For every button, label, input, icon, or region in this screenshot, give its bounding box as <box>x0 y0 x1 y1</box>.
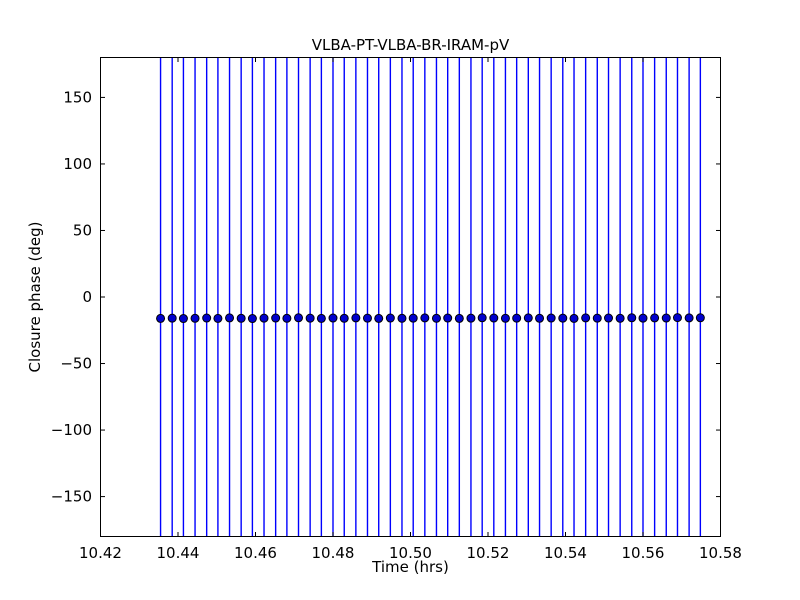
x-tick-label: 10.56 <box>622 544 665 562</box>
data-point <box>328 313 338 323</box>
data-point <box>615 313 625 323</box>
data-point <box>672 313 682 323</box>
data-point <box>535 313 545 323</box>
data-point <box>282 313 292 323</box>
y-tick-label: 0 <box>82 288 92 306</box>
data-point <box>316 313 326 323</box>
data-point <box>408 313 418 323</box>
x-tick-label: 10.52 <box>467 544 510 562</box>
data-point <box>225 313 235 323</box>
data-point <box>684 313 694 323</box>
data-point <box>294 313 304 323</box>
x-tick-label: 10.48 <box>312 544 355 562</box>
y-tick-label: −100 <box>51 421 92 439</box>
data-point <box>454 313 464 323</box>
data-point <box>489 313 499 323</box>
data-point <box>190 313 200 323</box>
y-axis-label: Closure phase (deg) <box>26 221 44 373</box>
data-point <box>339 313 349 323</box>
y-tick-label: 100 <box>63 155 92 173</box>
data-point <box>156 313 166 323</box>
x-tick-label: 10.50 <box>389 544 432 562</box>
data-point <box>638 313 648 323</box>
data-point <box>500 313 510 323</box>
data-point <box>397 313 407 323</box>
y-tick-label: −150 <box>51 488 92 506</box>
data-point <box>627 313 637 323</box>
chart-title: VLBA-PT-VLBA-BR-IRAM-pV <box>311 36 510 54</box>
x-axis-label: Time (hrs) <box>372 558 449 576</box>
data-point <box>167 313 177 323</box>
y-tick-label: 150 <box>63 88 92 106</box>
data-point <box>604 313 614 323</box>
plot-frame <box>100 57 721 537</box>
data-point <box>247 314 257 324</box>
data-point <box>592 313 602 323</box>
data-point <box>213 313 223 323</box>
data-point <box>420 313 430 323</box>
x-tick-label: 10.42 <box>79 544 122 562</box>
x-tick-label: 10.46 <box>234 544 277 562</box>
data-point <box>558 313 568 323</box>
data-point <box>351 313 361 323</box>
data-point <box>695 313 705 323</box>
data-point <box>477 313 487 323</box>
data-point <box>259 313 269 323</box>
data-point <box>178 314 188 324</box>
x-tick-label: 10.58 <box>699 544 742 562</box>
x-tick-label: 10.54 <box>544 544 587 562</box>
data-point <box>431 313 441 323</box>
y-tick-label: 50 <box>73 221 92 239</box>
data-point <box>512 313 522 323</box>
data-point <box>305 313 315 323</box>
data-point <box>236 313 246 323</box>
x-tick-label: 10.44 <box>157 544 200 562</box>
data-point <box>466 313 476 323</box>
data-point <box>650 313 660 323</box>
data-point <box>374 313 384 323</box>
data-point <box>581 313 591 323</box>
data-point <box>202 313 212 323</box>
data-point <box>362 313 372 323</box>
y-tick-label: −50 <box>60 355 92 373</box>
data-point <box>271 313 281 323</box>
data-point <box>523 313 533 323</box>
data-point <box>546 313 556 323</box>
data-point <box>443 313 453 323</box>
data-point <box>569 313 579 323</box>
data-point <box>661 313 671 323</box>
data-point <box>385 313 395 323</box>
